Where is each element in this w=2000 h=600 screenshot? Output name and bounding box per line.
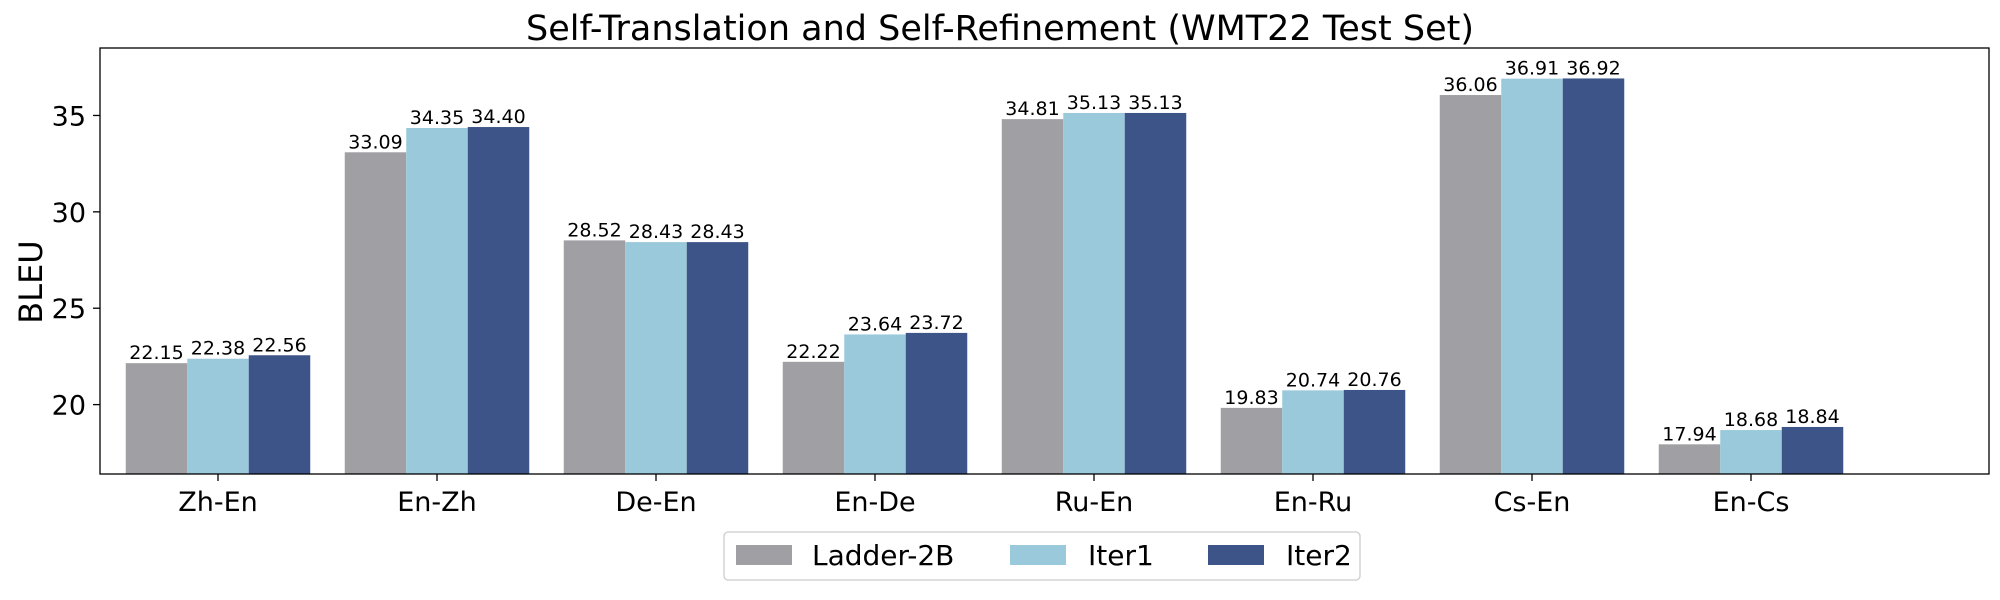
y-tick-label-20: 20 [52,391,86,422]
y-tick-label-35: 35 [52,101,86,132]
data-label-iter1-en-cs: 18.68 [1724,409,1778,431]
data-label-iter1-zh-en: 22.38 [191,338,245,360]
data-labels-layer: 22.15 22.38 22.56 33.09 34.35 34.40 28.52 28.43… [129,57,1839,445]
data-label-ladder-2b-en-zh: 33.09 [348,131,402,153]
data-label-iter2-en-cs: 18.84 [1785,406,1839,428]
data-label-iter1-en-zh: 34.35 [410,107,464,129]
x-tick-label-de-en: De-En [615,487,696,518]
data-label-iter1-en-de: 23.64 [848,313,902,335]
bar-ladder-2b-de-en [563,240,626,474]
x-tick-label-en-ru: En-Ru [1274,487,1353,518]
x-tick-label-en-zh: En-Zh [397,487,477,518]
legend-swatch-ladder-2b [736,545,792,565]
plot-area-frame [99,47,1990,475]
x-tick-label-ru-en: Ru-En [1055,487,1134,518]
legend-swatch-iter2 [1208,545,1264,565]
bar-iter2-en-ru [1343,389,1406,474]
bar-ladder-2b-zh-en [125,363,188,474]
legend-label-iter2: Iter2 [1286,539,1352,572]
data-label-iter1-cs-en: 36.91 [1505,58,1559,80]
data-label-ladder-2b-zh-en: 22.15 [129,342,183,364]
y-tick-label-25: 25 [52,294,86,325]
data-label-ladder-2b-en-de: 22.22 [786,341,840,363]
bar-ladder-2b-en-ru [1220,407,1283,474]
bar-iter2-en-zh [467,127,530,474]
bar-ladder-2b-en-zh [344,152,407,474]
bar-iter2-de-en [686,242,749,474]
bar-iter1-de-en [625,242,687,474]
x-tick-label-en-cs: En-Cs [1713,487,1790,518]
bar-iter1-en-cs [1720,430,1782,474]
data-label-iter2-en-ru: 20.76 [1347,369,1401,391]
bar-iter2-cs-en [1562,78,1625,474]
data-label-iter2-de-en: 28.43 [690,221,744,243]
x-tick-label-en-de: En-De [834,487,915,518]
bar-ladder-2b-en-cs [1658,444,1721,474]
bar-ladder-2b-en-de [782,361,845,474]
x-tick-label-zh-en: Zh-En [178,487,258,518]
bar-iter1-en-ru [1282,390,1344,474]
data-label-iter2-cs-en: 36.92 [1566,57,1620,79]
x-tick-label-cs-en: Cs-En [1494,487,1571,518]
chart-title: Self-Translation and Self-Refinement (WM… [526,9,1474,49]
bars-layer [125,78,1844,475]
bar-iter2-zh-en [248,355,311,474]
data-label-ladder-2b-cs-en: 36.06 [1443,74,1497,96]
data-label-ladder-2b-ru-en: 34.81 [1005,98,1059,120]
data-label-iter2-zh-en: 22.56 [252,334,306,356]
bar-iter1-en-de [844,334,906,474]
data-label-iter2-ru-en: 35.13 [1128,92,1182,114]
bar-iter1-en-zh [406,127,468,474]
data-label-iter1-de-en: 28.43 [629,221,683,243]
bar-iter1-ru-en [1063,112,1125,475]
data-label-iter1-ru-en: 35.13 [1067,92,1121,114]
bar-iter1-zh-en [187,358,249,474]
bar-ladder-2b-ru-en [1001,119,1064,474]
bar-ladder-2b-cs-en [1439,95,1502,475]
legend-swatch-iter1 [1010,545,1066,565]
bar-iter1-cs-en [1501,78,1563,475]
data-label-iter2-en-de: 23.72 [909,312,963,334]
y-axis-label: BLEU [12,240,50,323]
data-label-iter1-en-ru: 20.74 [1286,369,1340,391]
data-label-ladder-2b-en-ru: 19.83 [1224,387,1278,409]
data-label-iter2-en-zh: 34.40 [471,106,525,128]
data-label-ladder-2b-en-cs: 17.94 [1662,423,1716,445]
data-label-ladder-2b-de-en: 28.52 [567,219,621,241]
legend-label-iter1: Iter1 [1088,539,1154,572]
bar-iter2-en-de [905,332,968,474]
x-axis: Zh-En En-Zh De-En En-De Ru-En En-Ru Cs-En En-Cs [178,474,1789,518]
legend-label-ladder-2b: Ladder-2B [812,539,954,572]
bar-iter2-en-cs [1781,426,1844,474]
legend: Ladder-2B Iter1 Iter2 [723,531,1361,581]
y-tick-label-30: 30 [52,198,86,229]
y-axis: 20 25 30 35 [52,101,100,422]
bar-iter2-ru-en [1124,112,1187,475]
